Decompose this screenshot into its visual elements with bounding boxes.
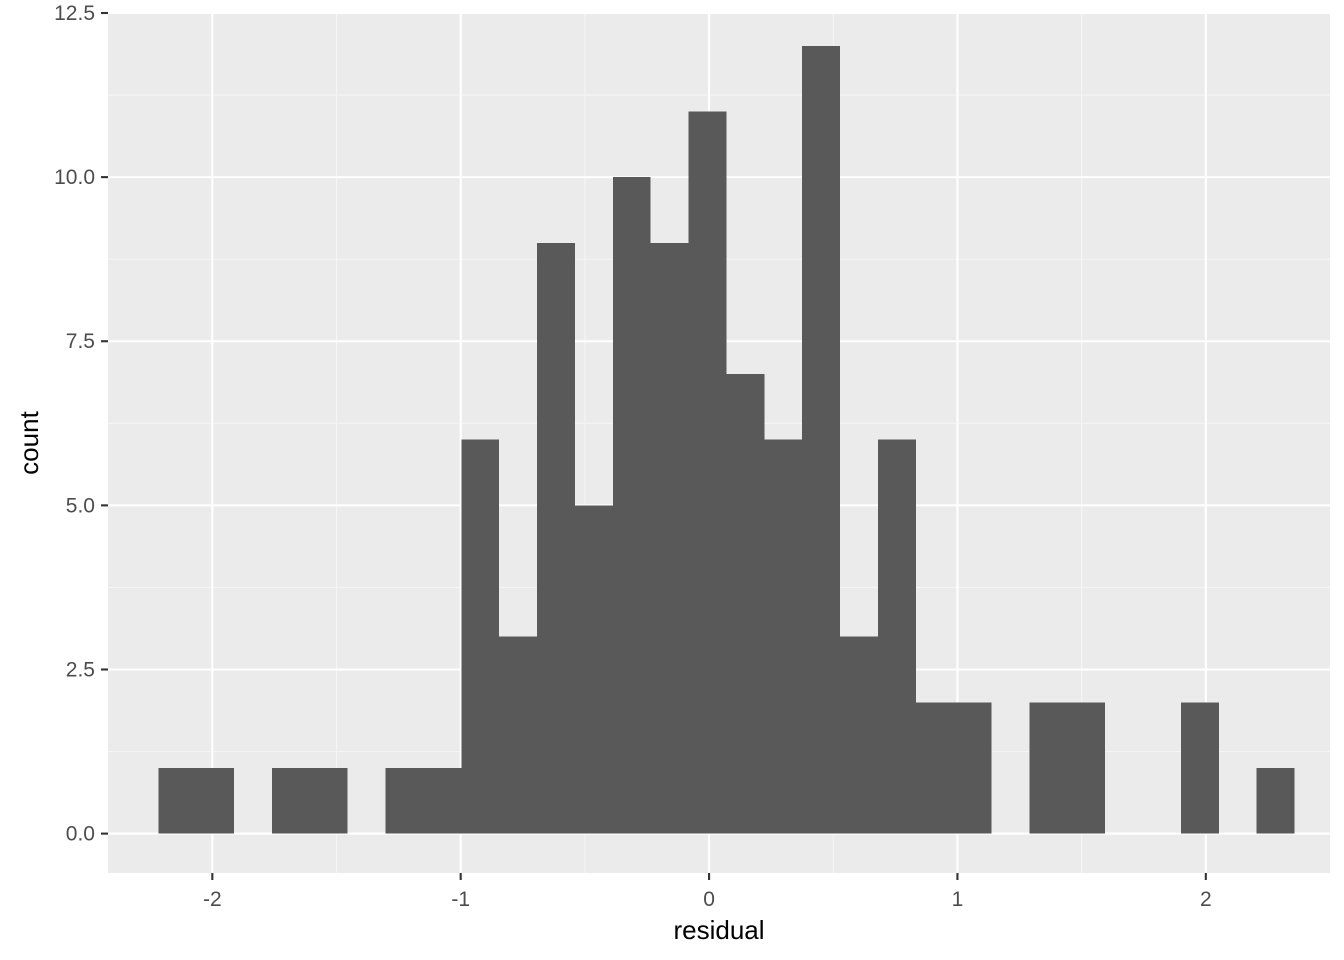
histogram-bar	[1180, 702, 1219, 834]
histogram-bar	[574, 505, 613, 834]
histogram-bar	[196, 767, 235, 834]
histogram-bar	[726, 374, 765, 834]
histogram-bar	[385, 767, 424, 834]
histogram-bar	[1256, 767, 1295, 834]
histogram-bar	[802, 45, 841, 834]
histogram-bar	[309, 767, 348, 834]
x-tick-label: 0	[703, 888, 715, 911]
x-tick-label: -2	[203, 888, 222, 911]
histogram-bar	[271, 767, 310, 834]
histogram-bar	[840, 636, 878, 834]
histogram-bar	[499, 636, 538, 834]
y-tick-label: 12.5	[54, 2, 95, 25]
y-tick-label: 10.0	[54, 166, 95, 189]
histogram-bar	[764, 439, 803, 834]
histogram-bars	[158, 45, 1295, 834]
histogram-bar	[461, 439, 500, 834]
x-axis-title: residual	[673, 915, 764, 945]
histogram-bar	[650, 242, 689, 834]
x-tick-label: 1	[952, 888, 964, 911]
y-tick-label: 2.5	[66, 658, 95, 681]
histogram-bar	[612, 177, 651, 834]
histogram-bar	[877, 439, 916, 834]
histogram-bar	[688, 111, 727, 834]
histogram-bar	[158, 767, 197, 834]
histogram-bar	[423, 767, 462, 834]
y-axis-title: count	[14, 410, 44, 474]
x-tick-label: 2	[1200, 888, 1212, 911]
y-tick-label: 5.0	[66, 494, 95, 517]
histogram-bar	[953, 702, 992, 834]
histogram-bar	[1029, 702, 1068, 834]
y-tick-label: 7.5	[66, 330, 95, 353]
histogram-bar	[1067, 702, 1106, 834]
y-axis: 0.0 2.5 5.0 7.5 10.0 12.5	[54, 2, 108, 846]
y-tick-label: 0.0	[66, 823, 95, 846]
histogram-bar	[915, 702, 954, 834]
x-axis: -2 -1 0 1 2	[203, 873, 1212, 911]
x-tick-label: -1	[451, 888, 470, 911]
histogram-bar	[537, 242, 575, 834]
